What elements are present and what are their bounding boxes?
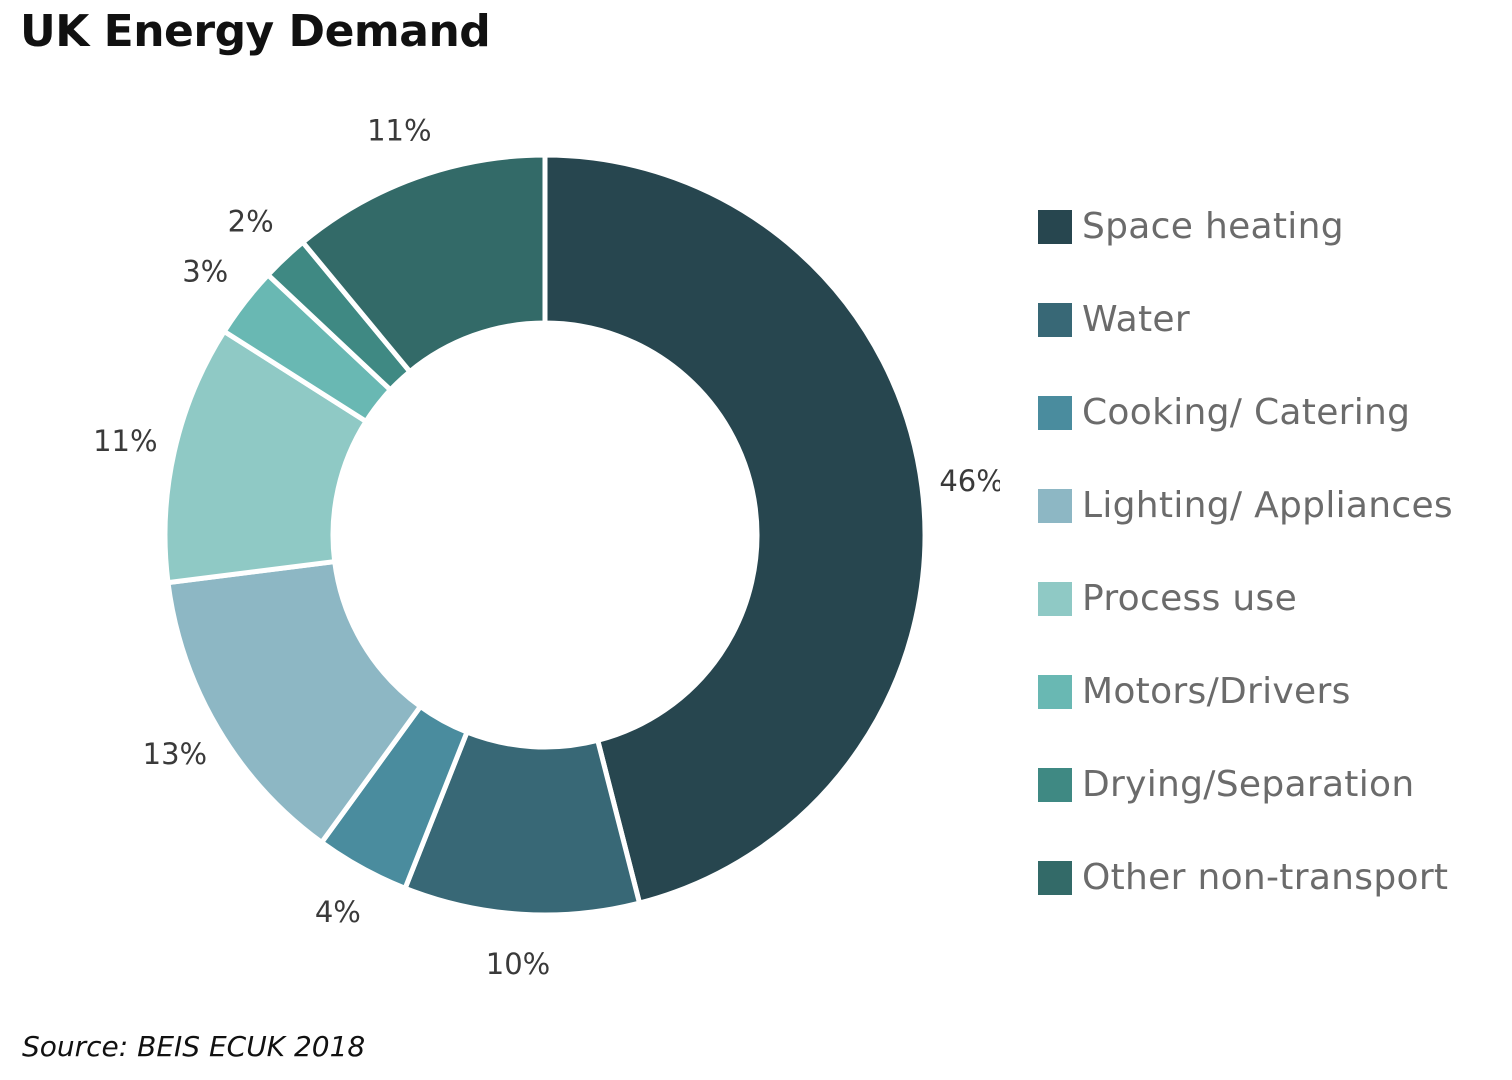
legend-label: Space heating (1082, 206, 1344, 247)
legend-swatch (1038, 674, 1072, 709)
legend-item-process-use: Process use (1038, 552, 1453, 645)
slice-space-heating (542, 152, 928, 907)
data-label-water: 10% (486, 947, 550, 981)
legend-swatch (1038, 581, 1072, 616)
chart-title: UK Energy Demand (20, 6, 491, 57)
donut-chart: 46% 10% 4% 13% 11% 3%2% 11% (93, 113, 1000, 981)
legend-label: Lighting/ Appliances (1082, 485, 1453, 526)
legend-swatch (1038, 767, 1072, 802)
data-label-drying-separation: 2% (228, 205, 274, 239)
data-label-motors-drivers: 3% (182, 254, 228, 288)
legend-label: Motors/Drivers (1082, 671, 1351, 712)
data-label-cooking-catering: 4% (315, 895, 361, 929)
legend-item-other-non-transport: Other non-transport (1038, 831, 1453, 924)
data-label-other-non-transport: 11% (367, 113, 431, 147)
legend-item-water: Water (1038, 273, 1453, 366)
legend-label: Other non-transport (1082, 857, 1449, 898)
legend-swatch (1038, 860, 1072, 895)
legend-item-drying-separation: Drying/Separation (1038, 738, 1453, 831)
chart-source: Source: BEIS ECUK 2018 (22, 1030, 366, 1063)
slice-lighting-appliances (165, 558, 424, 846)
legend-item-lighting-appliances: Lighting/ Appliances (1038, 459, 1453, 552)
legend-swatch (1038, 395, 1072, 430)
legend-label: Process use (1082, 578, 1298, 619)
legend-swatch (1038, 302, 1072, 337)
legend-item-cooking-catering: Cooking/ Catering (1038, 366, 1453, 459)
legend-item-space-heating: Space heating (1038, 180, 1453, 273)
legend-item-motors-drivers: Motors/Drivers (1038, 645, 1453, 738)
data-label-space-heating: 46% (939, 464, 1000, 498)
chart-legend: Space heating Water Cooking/ Catering Light… (1038, 180, 1453, 924)
legend-label: Cooking/ Catering (1082, 392, 1411, 433)
data-label-lighting-appliances: 13% (143, 737, 207, 771)
legend-swatch (1038, 488, 1072, 523)
slice-other-non-transport (299, 152, 548, 376)
legend-label: Water (1082, 299, 1190, 340)
data-label-process-use: 11% (93, 424, 157, 458)
legend-label: Drying/Separation (1082, 764, 1415, 805)
legend-swatch (1038, 209, 1072, 244)
